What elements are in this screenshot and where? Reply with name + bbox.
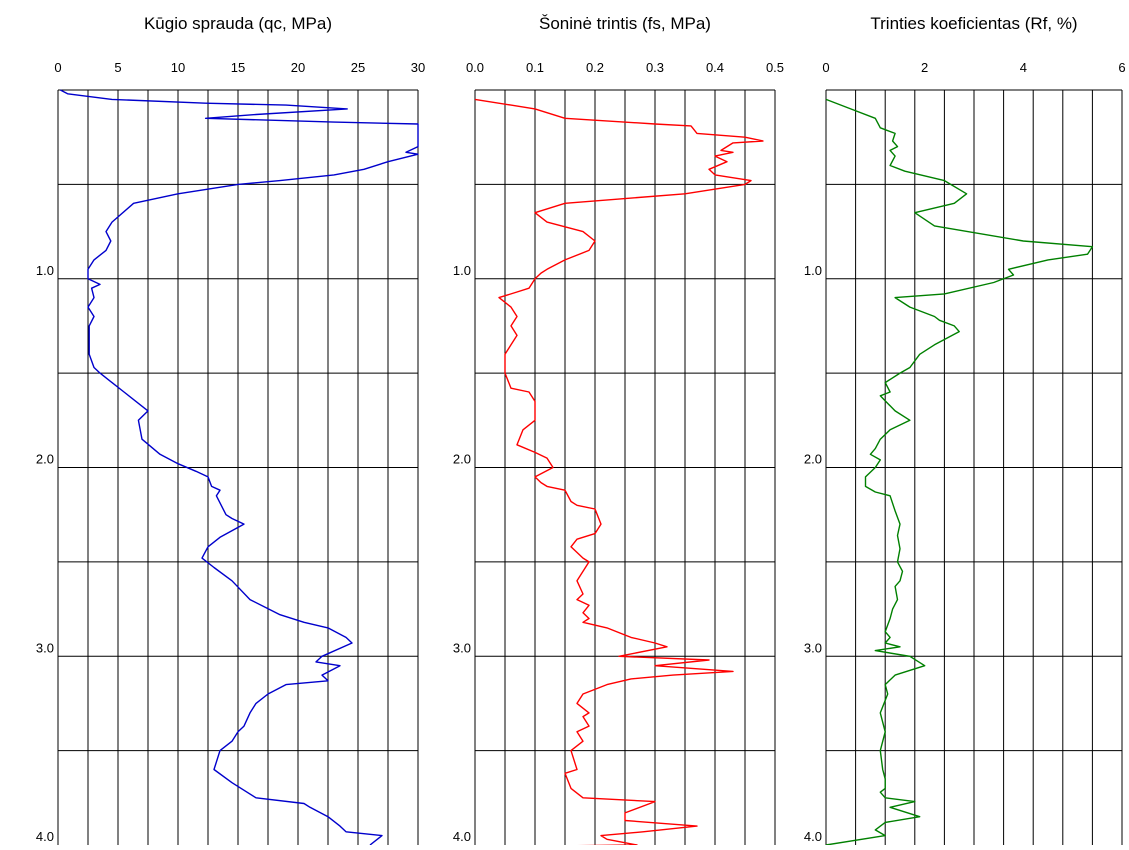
series-line-qc: [60, 89, 419, 846]
depth-tick-label: 2.0: [804, 452, 822, 467]
panel-fs: Šoninė trintis (fs, MPa) 0.0 0.1 0.2 0.3 0.4 0…: [453, 14, 784, 848]
x-tick-label: 0.5: [766, 60, 784, 75]
x-tick-label: 0: [822, 60, 829, 75]
panel-title-rf: Trinties koeficientas (Rf, %): [870, 14, 1077, 33]
x-tick-label: 0.0: [466, 60, 484, 75]
depth-tick-label: 1.0: [36, 263, 54, 278]
depth-tick-label: 4.0: [453, 829, 471, 844]
x-tick-label: 4: [1020, 60, 1027, 75]
x-tick-label: 0.2: [586, 60, 604, 75]
x-tick-label: 0.4: [706, 60, 724, 75]
depth-tick-label: 2.0: [453, 452, 471, 467]
depth-tick-label: 4.0: [804, 829, 822, 844]
x-tick-label: 25: [351, 60, 365, 75]
panel-title-qc: Kūgio sprauda (qc, MPa): [144, 14, 332, 33]
panel-rf: Trinties koeficientas (Rf, %) 0 2 4 6 1.0 2.0 3…: [804, 14, 1126, 846]
series-line-rf: [825, 98, 1094, 846]
x-tick-label: 0.3: [646, 60, 664, 75]
x-tick-label: 15: [231, 60, 245, 75]
depth-tick-label: 3.0: [804, 640, 822, 655]
x-tick-label: 10: [171, 60, 185, 75]
series-line-fs: [474, 98, 764, 848]
depth-tick-label: 1.0: [804, 263, 822, 278]
x-tick-label: 30: [411, 60, 425, 75]
x-tick-label: 6: [1118, 60, 1125, 75]
panel-qc: Kūgio sprauda (qc, MPa) 0 5 10 15 20 25 30 1.0 2.…: [36, 14, 425, 846]
x-tick-label: 2: [921, 60, 928, 75]
x-tick-label: 0: [54, 60, 61, 75]
depth-tick-label: 1.0: [453, 263, 471, 278]
x-tick-label: 20: [291, 60, 305, 75]
depth-tick-label: 3.0: [36, 640, 54, 655]
x-tick-label: 5: [114, 60, 121, 75]
depth-tick-label: 3.0: [453, 640, 471, 655]
x-tick-label: 0.1: [526, 60, 544, 75]
depth-tick-label: 4.0: [36, 829, 54, 844]
depth-tick-label: 2.0: [36, 452, 54, 467]
panel-title-fs: Šoninė trintis (fs, MPa): [539, 14, 711, 33]
